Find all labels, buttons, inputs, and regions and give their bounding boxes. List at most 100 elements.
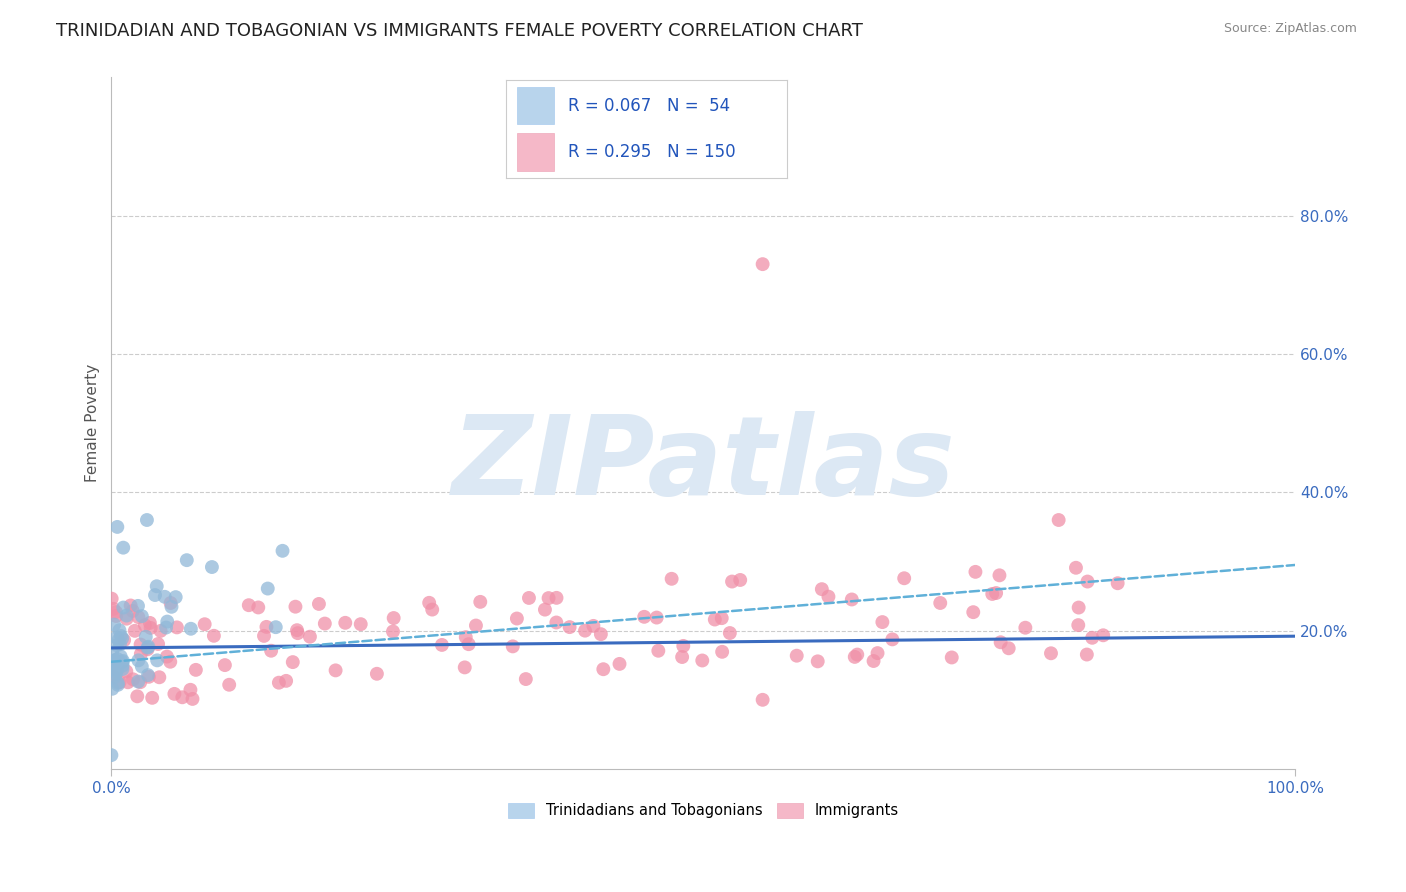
Point <box>104 605 127 619</box>
Point <box>1092 628 1115 642</box>
Point <box>112 541 135 555</box>
Point <box>122 673 145 687</box>
Point <box>281 655 304 669</box>
Point <box>1067 618 1090 632</box>
Point <box>506 611 529 625</box>
Point <box>135 630 157 644</box>
Point <box>1076 574 1098 589</box>
Point <box>308 597 330 611</box>
Point <box>148 670 170 684</box>
Point <box>1081 631 1104 645</box>
Point <box>256 620 278 634</box>
Point <box>846 648 869 662</box>
Point <box>893 571 915 585</box>
Point <box>136 642 159 657</box>
Point <box>184 663 207 677</box>
Point <box>962 605 984 619</box>
Point <box>645 610 668 624</box>
Point <box>101 662 124 676</box>
Point <box>127 599 149 613</box>
Point <box>314 616 336 631</box>
Point <box>671 650 693 665</box>
Point <box>287 626 309 640</box>
Point <box>817 590 839 604</box>
Point <box>285 623 308 637</box>
Point <box>136 513 159 527</box>
Point <box>582 619 605 633</box>
Point <box>105 631 128 645</box>
Point <box>1040 646 1063 660</box>
Point <box>112 600 135 615</box>
Point <box>454 630 477 644</box>
Point <box>127 690 149 704</box>
Point <box>160 599 183 614</box>
Point <box>592 662 614 676</box>
Point <box>647 644 669 658</box>
FancyBboxPatch shape <box>517 133 554 170</box>
Point <box>104 670 127 684</box>
Point <box>690 653 713 667</box>
Point <box>786 648 808 663</box>
Point <box>111 655 134 669</box>
Point <box>110 629 132 643</box>
Point <box>136 668 159 682</box>
Point <box>465 618 488 632</box>
Legend: Trinidadians and Tobagonians, Immigrants: Trinidadians and Tobagonians, Immigrants <box>502 797 905 824</box>
Point <box>105 520 128 534</box>
Point <box>107 633 129 648</box>
Point <box>546 615 568 630</box>
Point <box>108 675 131 690</box>
Point <box>256 582 278 596</box>
Point <box>454 660 477 674</box>
Point <box>111 658 134 673</box>
Point <box>558 620 581 634</box>
Point <box>1014 621 1036 635</box>
Point <box>124 624 146 638</box>
Point <box>141 690 163 705</box>
Point <box>866 646 889 660</box>
Point <box>247 600 270 615</box>
Point <box>176 553 198 567</box>
Point <box>711 645 734 659</box>
Point <box>134 618 156 632</box>
Point <box>129 638 152 652</box>
Point <box>1107 576 1129 591</box>
Point <box>131 659 153 673</box>
Point <box>202 629 225 643</box>
Point <box>104 653 127 667</box>
Point <box>728 573 751 587</box>
Point <box>145 579 167 593</box>
Point <box>470 595 492 609</box>
Point <box>180 622 202 636</box>
Point <box>194 617 217 632</box>
Point <box>546 591 568 605</box>
Point <box>100 655 122 669</box>
Point <box>101 681 124 696</box>
Point <box>121 604 143 618</box>
Point <box>117 675 139 690</box>
Point <box>537 591 560 606</box>
Point <box>115 612 138 626</box>
Point <box>101 645 124 659</box>
Text: ZIPatlas: ZIPatlas <box>451 411 955 518</box>
Text: Source: ZipAtlas.com: Source: ZipAtlas.com <box>1223 22 1357 36</box>
Point <box>105 638 128 652</box>
Point <box>457 637 479 651</box>
Point <box>929 596 952 610</box>
Point <box>981 587 1004 601</box>
Point <box>179 682 201 697</box>
Point <box>267 675 290 690</box>
Point <box>941 650 963 665</box>
Point <box>751 693 773 707</box>
Point <box>325 664 347 678</box>
Point <box>201 560 224 574</box>
Point <box>517 591 540 605</box>
Point <box>115 665 138 679</box>
Point <box>112 633 135 648</box>
Point <box>131 609 153 624</box>
Point <box>159 655 181 669</box>
Point <box>574 624 596 638</box>
Point <box>138 670 160 684</box>
Point <box>589 627 612 641</box>
Point <box>238 598 260 612</box>
